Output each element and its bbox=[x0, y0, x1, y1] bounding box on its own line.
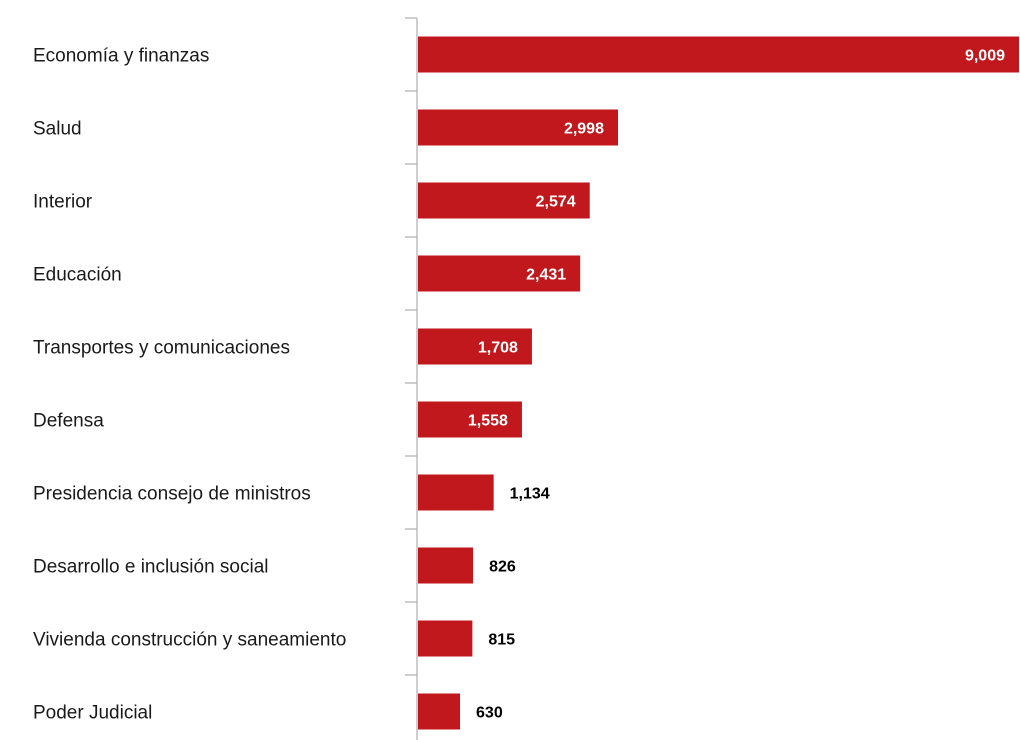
category-labels: Economía y finanzas Salud Interior Educació… bbox=[33, 46, 346, 724]
bar bbox=[418, 474, 494, 511]
data-label: 9,009 bbox=[965, 48, 1005, 65]
data-label: 1,708 bbox=[478, 340, 518, 357]
data-label: 2,998 bbox=[564, 121, 604, 138]
bar bbox=[418, 182, 590, 219]
bar bbox=[418, 401, 522, 438]
data-label: 1,134 bbox=[510, 486, 550, 503]
value-labels: 9,009 2,998 2,574 2,431 1,708 1,558 1,134 826 81… bbox=[468, 48, 1005, 722]
category-label: Economía y finanzas bbox=[33, 46, 209, 67]
category-label: Educación bbox=[33, 265, 122, 286]
bar bbox=[418, 36, 1019, 73]
data-label: 630 bbox=[476, 705, 503, 722]
category-label: Presidencia consejo de ministros bbox=[33, 484, 311, 505]
bar bbox=[418, 620, 473, 657]
category-label: Vivienda construcción y saneamiento bbox=[33, 630, 346, 651]
category-label: Salud bbox=[33, 119, 82, 140]
data-label: 2,431 bbox=[526, 267, 566, 284]
category-axis bbox=[405, 17, 418, 740]
bars-group bbox=[418, 36, 1019, 730]
data-label: 826 bbox=[489, 559, 516, 576]
bar bbox=[418, 547, 474, 584]
category-label: Poder Judicial bbox=[33, 703, 152, 724]
data-label: 1,558 bbox=[468, 413, 508, 430]
bar bbox=[418, 328, 532, 365]
bar bbox=[418, 255, 581, 292]
data-label: 815 bbox=[488, 632, 515, 649]
category-label: Transportes y comunicaciones bbox=[33, 338, 290, 359]
data-label: 2,574 bbox=[536, 194, 576, 211]
category-label: Interior bbox=[33, 192, 93, 213]
bar bbox=[418, 693, 461, 730]
category-label: Defensa bbox=[33, 411, 104, 432]
bar bbox=[418, 109, 618, 146]
category-label: Desarrollo e inclusión social bbox=[33, 557, 269, 578]
